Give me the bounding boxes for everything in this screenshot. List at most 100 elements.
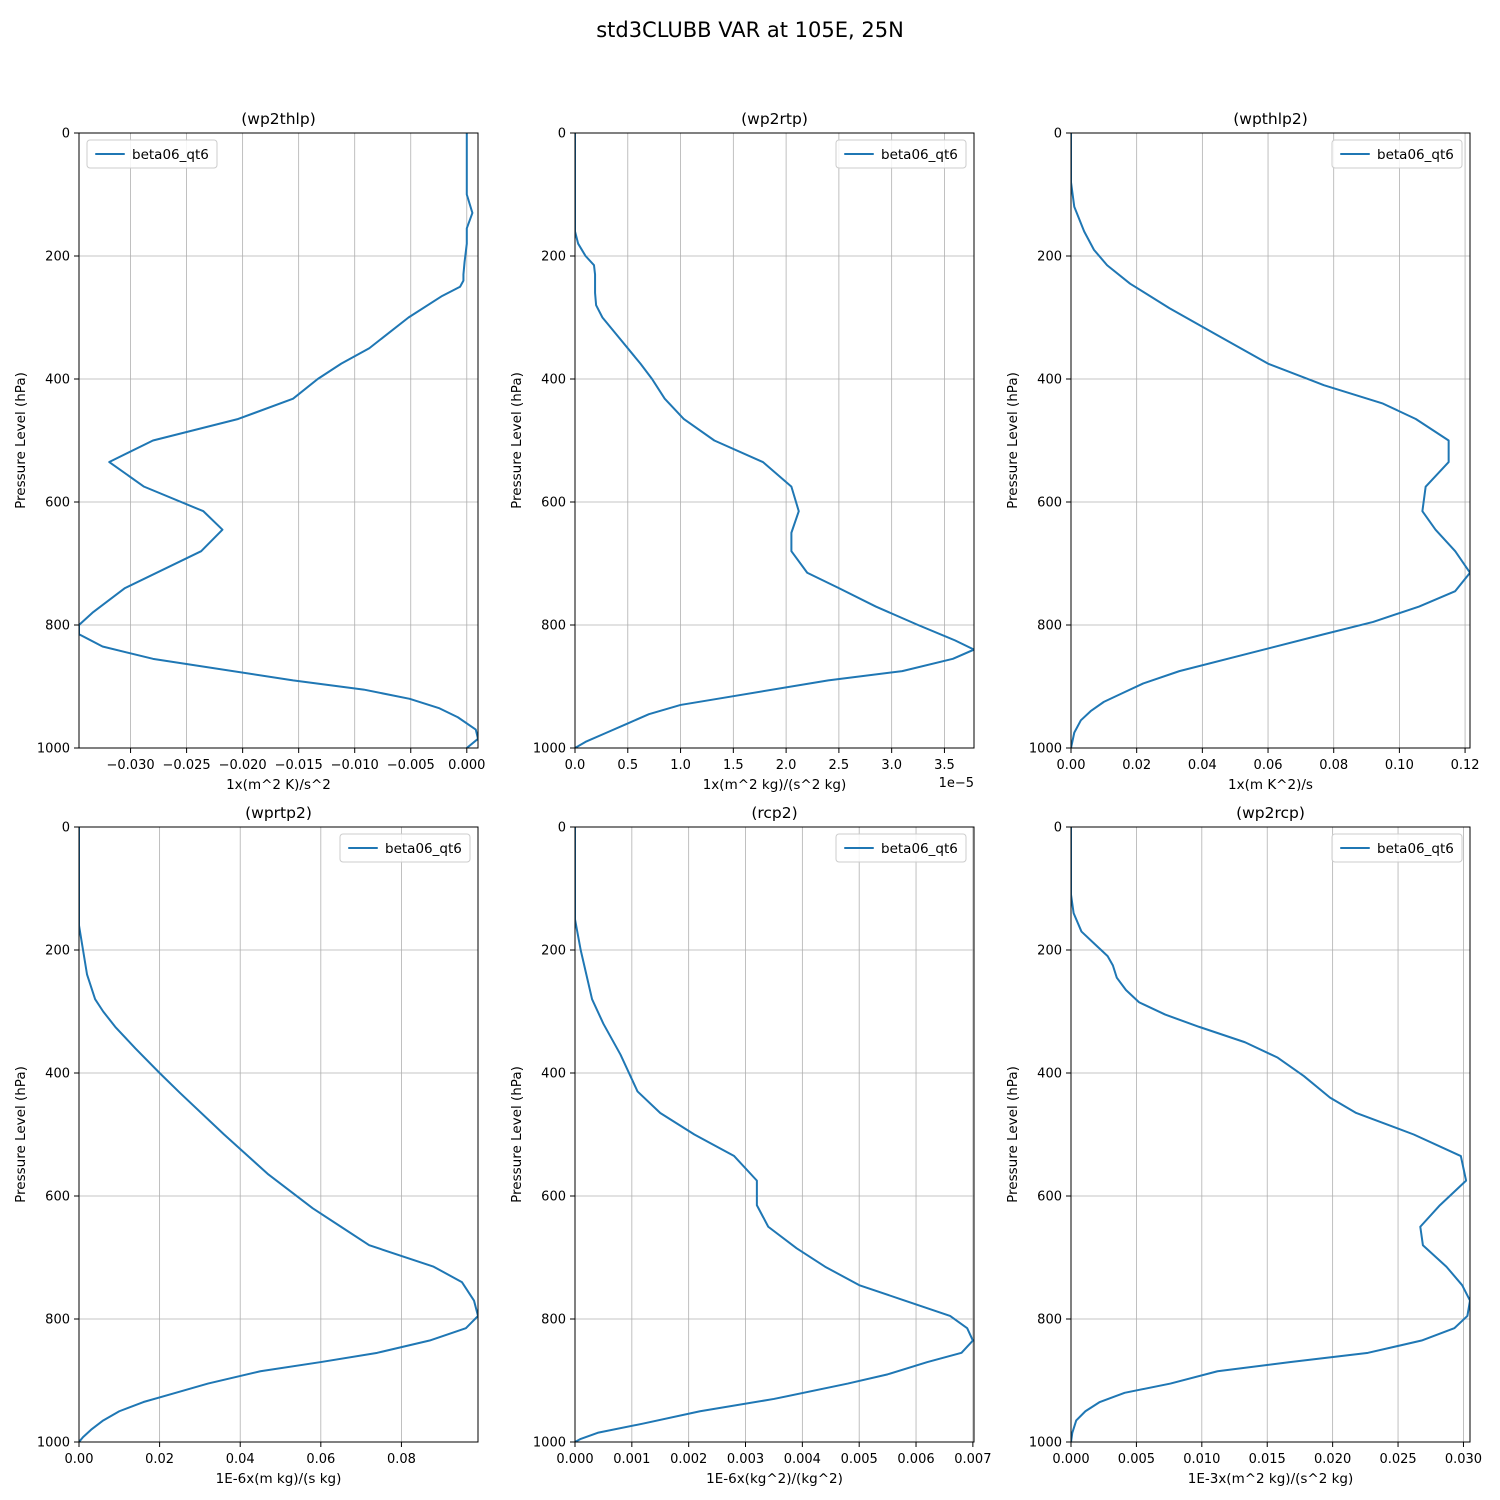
x-tick-label: 0.04: [1188, 758, 1217, 773]
y-tick-label: 0: [558, 821, 566, 836]
y-tick-label: 1000: [37, 1436, 70, 1451]
legend: beta06_qt6: [86, 139, 218, 169]
x-tick-label: 0.000: [1052, 1452, 1089, 1467]
legend-frame: [835, 139, 967, 169]
legend-label: beta06_qt6: [881, 841, 958, 857]
legend-frame: [339, 833, 471, 863]
subplot-wpthlp2: (wpthlp2) 1x(m K^2)/s Pressure Level (hP…: [1005, 110, 1480, 793]
x-tick-label: 0.02: [1122, 758, 1151, 773]
x-tick-label: 0.030: [1445, 1452, 1482, 1467]
series-line: [1071, 133, 1470, 748]
x-tick-label: 0.06: [306, 1452, 335, 1467]
subplot-wp2thlp: (wp2thlp) 1x(m^2 K)/s^2 Pressure Level (…: [13, 110, 485, 793]
x-tick-label: 0.020: [1314, 1452, 1351, 1467]
x-offset-text: 1e−5: [939, 776, 974, 791]
axes-frame: [78, 826, 479, 1443]
x-tick-label: −0.005: [387, 758, 435, 773]
y-tick-label: 400: [1037, 373, 1062, 388]
x-tick-label: 1.0: [670, 758, 691, 773]
x-axis-label: 1E-6x(kg^2)/(kg^2): [706, 1471, 843, 1487]
x-tick-label: 0.005: [841, 1452, 878, 1467]
y-tick-label: 600: [541, 496, 566, 511]
series-line: [1071, 827, 1470, 1442]
y-tick-label: 600: [45, 496, 70, 511]
x-tick-label: 0.02: [145, 1452, 174, 1467]
x-tick-label: 0.000: [556, 1452, 593, 1467]
y-tick-label: 400: [45, 373, 70, 388]
y-tick-label: 400: [541, 1067, 566, 1082]
x-axis-label: 1E-6x(m kg)/(s kg): [216, 1471, 342, 1487]
x-axis-label: 1E-3x(m^2 kg)/(s^2 kg): [1188, 1471, 1354, 1487]
x-tick-label: −0.020: [219, 758, 267, 773]
legend: beta06_qt6: [339, 833, 471, 863]
x-tick-label: 0.12: [1451, 758, 1480, 773]
subplot-wp2rcp: (wp2rcp) 1E-3x(m^2 kg)/(s^2 kg) Pressure…: [1005, 804, 1482, 1487]
subplot-title: (rcp2): [751, 804, 797, 822]
x-tick-label: 2.0: [776, 758, 797, 773]
x-tick-label: 0.06: [1254, 758, 1283, 773]
y-tick-label: 600: [1037, 1190, 1062, 1205]
subplot-title: (wp2rtp): [741, 110, 808, 128]
x-tick-label: 1.5: [723, 758, 744, 773]
subplot-wp2rtp: (wp2rtp) 1x(m^2 kg)/(s^2 kg) Pressure Le…: [509, 110, 975, 793]
subplot-title: (wprtp2): [245, 804, 312, 822]
x-tick-label: 0.010: [1183, 1452, 1220, 1467]
subplot-wprtp2: (wprtp2) 1E-6x(m kg)/(s kg) Pressure Lev…: [13, 804, 479, 1487]
y-tick-label: 800: [1037, 619, 1062, 634]
x-tick-label: −0.015: [275, 758, 323, 773]
y-axis-label: Pressure Level (hPa): [1005, 1066, 1021, 1203]
x-tick-label: 0.10: [1385, 758, 1414, 773]
x-tick-label: 0.00: [1057, 758, 1086, 773]
legend-label: beta06_qt6: [881, 147, 958, 163]
x-tick-label: 0.004: [784, 1452, 821, 1467]
y-tick-label: 600: [1037, 496, 1062, 511]
y-tick-label: 800: [541, 1313, 566, 1328]
y-tick-label: 400: [45, 1067, 70, 1082]
y-tick-label: 600: [541, 1190, 566, 1205]
series-line: [575, 133, 974, 748]
y-tick-label: 0: [62, 821, 70, 836]
legend-label: beta06_qt6: [1377, 841, 1454, 857]
y-tick-label: 0: [1054, 821, 1062, 836]
y-tick-label: 200: [541, 250, 566, 265]
y-axis-label: Pressure Level (hPa): [1005, 372, 1021, 509]
y-tick-label: 800: [45, 1313, 70, 1328]
x-tick-label: −0.010: [331, 758, 379, 773]
x-tick-label: 0.015: [1249, 1452, 1286, 1467]
y-tick-label: 600: [45, 1190, 70, 1205]
series-line: [79, 827, 478, 1442]
y-tick-label: 1000: [1029, 1436, 1062, 1451]
subplot-rcp2: (rcp2) 1E-6x(kg^2)/(kg^2) Pressure Level…: [509, 804, 991, 1487]
y-tick-label: 1000: [533, 742, 566, 757]
legend: beta06_qt6: [1331, 833, 1463, 863]
x-tick-label: 0.00: [65, 1452, 94, 1467]
subplot-title: (wp2rcp): [1236, 804, 1305, 822]
x-tick-label: 0.003: [727, 1452, 764, 1467]
y-tick-label: 200: [1037, 944, 1062, 959]
legend-frame: [86, 139, 218, 169]
y-tick-label: 1000: [37, 742, 70, 757]
x-tick-label: 0.000: [448, 758, 485, 773]
y-tick-label: 400: [1037, 1067, 1062, 1082]
y-tick-label: 200: [1037, 250, 1062, 265]
series-line: [575, 827, 974, 1442]
legend-frame: [835, 833, 967, 863]
x-tick-label: 0.002: [670, 1452, 707, 1467]
x-tick-label: 3.5: [934, 758, 955, 773]
axes-frame: [574, 132, 975, 749]
x-axis-label: 1x(m K^2)/s: [1228, 777, 1313, 793]
x-tick-label: 3.0: [881, 758, 902, 773]
x-tick-label: 0.005: [1118, 1452, 1155, 1467]
x-tick-label: 0.006: [897, 1452, 934, 1467]
y-tick-label: 1000: [1029, 742, 1062, 757]
x-axis-label: 1x(m^2 kg)/(s^2 kg): [703, 777, 847, 793]
x-tick-label: 0.0: [565, 758, 586, 773]
legend: beta06_qt6: [1331, 139, 1463, 169]
x-tick-label: −0.030: [107, 758, 155, 773]
y-tick-label: 800: [541, 619, 566, 634]
y-tick-label: 0: [558, 127, 566, 142]
legend-label: beta06_qt6: [385, 841, 462, 857]
legend: beta06_qt6: [835, 833, 967, 863]
